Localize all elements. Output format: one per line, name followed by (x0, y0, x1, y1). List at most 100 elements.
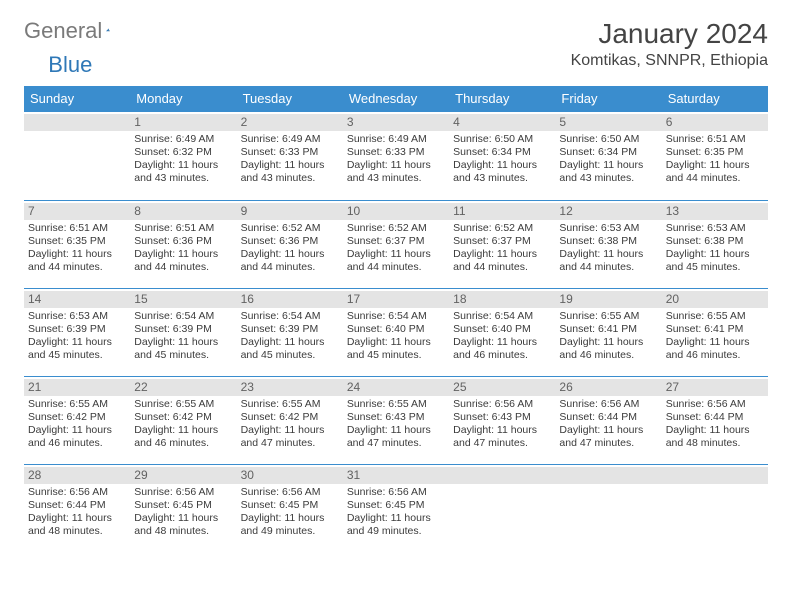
sunset-text: Sunset: 6:38 PM (559, 235, 657, 248)
dayname-thursday: Thursday (449, 86, 555, 112)
calendar-cell: 14Sunrise: 6:53 AMSunset: 6:39 PMDayligh… (24, 288, 130, 376)
calendar-cell: 29Sunrise: 6:56 AMSunset: 6:45 PMDayligh… (130, 464, 236, 552)
daylight-text: Daylight: 11 hours and 48 minutes. (666, 424, 764, 450)
day-number: 25 (449, 379, 555, 396)
sunset-text: Sunset: 6:34 PM (559, 146, 657, 159)
day-number: 15 (130, 291, 236, 308)
daylight-text: Daylight: 11 hours and 47 minutes. (559, 424, 657, 450)
location-text: Komtikas, SNNPR, Ethiopia (571, 52, 768, 70)
day-number: 8 (130, 203, 236, 220)
sunset-text: Sunset: 6:37 PM (453, 235, 551, 248)
sunrise-text: Sunrise: 6:49 AM (134, 133, 232, 146)
daylight-text: Daylight: 11 hours and 43 minutes. (559, 159, 657, 185)
day-number: 12 (555, 203, 661, 220)
calendar-cell: 8Sunrise: 6:51 AMSunset: 6:36 PMDaylight… (130, 200, 236, 288)
day-number: 16 (237, 291, 343, 308)
dayname-friday: Friday (555, 86, 661, 112)
calendar-cell: 23Sunrise: 6:55 AMSunset: 6:42 PMDayligh… (237, 376, 343, 464)
day-number: 11 (449, 203, 555, 220)
week-row: 14Sunrise: 6:53 AMSunset: 6:39 PMDayligh… (24, 288, 768, 376)
sunrise-text: Sunrise: 6:55 AM (134, 398, 232, 411)
daylight-text: Daylight: 11 hours and 47 minutes. (347, 424, 445, 450)
calendar-cell: 24Sunrise: 6:55 AMSunset: 6:43 PMDayligh… (343, 376, 449, 464)
calendar-cell: 31Sunrise: 6:56 AMSunset: 6:45 PMDayligh… (343, 464, 449, 552)
sunset-text: Sunset: 6:43 PM (347, 411, 445, 424)
sunrise-text: Sunrise: 6:55 AM (28, 398, 126, 411)
sunrise-text: Sunrise: 6:49 AM (241, 133, 339, 146)
logo: General (24, 18, 130, 44)
daylight-text: Daylight: 11 hours and 43 minutes. (453, 159, 551, 185)
calendar-cell: 17Sunrise: 6:54 AMSunset: 6:40 PMDayligh… (343, 288, 449, 376)
daylight-text: Daylight: 11 hours and 48 minutes. (28, 512, 126, 538)
day-number: 31 (343, 467, 449, 484)
day-number: 20 (662, 291, 768, 308)
sunrise-text: Sunrise: 6:52 AM (347, 222, 445, 235)
week-row: 1Sunrise: 6:49 AMSunset: 6:32 PMDaylight… (24, 112, 768, 200)
daylight-text: Daylight: 11 hours and 44 minutes. (241, 248, 339, 274)
daylight-text: Daylight: 11 hours and 47 minutes. (453, 424, 551, 450)
day-number: 30 (237, 467, 343, 484)
logo-triangle-icon (106, 21, 110, 39)
day-number: 23 (237, 379, 343, 396)
daylight-text: Daylight: 11 hours and 49 minutes. (241, 512, 339, 538)
day-number: 7 (24, 203, 130, 220)
sunset-text: Sunset: 6:40 PM (347, 323, 445, 336)
calendar-cell: 7Sunrise: 6:51 AMSunset: 6:35 PMDaylight… (24, 200, 130, 288)
day-number: 27 (662, 379, 768, 396)
sunset-text: Sunset: 6:33 PM (347, 146, 445, 159)
day-number: 10 (343, 203, 449, 220)
sunrise-text: Sunrise: 6:53 AM (666, 222, 764, 235)
calendar-cell (555, 464, 661, 552)
daylight-text: Daylight: 11 hours and 48 minutes. (134, 512, 232, 538)
sunset-text: Sunset: 6:45 PM (134, 499, 232, 512)
daylight-text: Daylight: 11 hours and 44 minutes. (666, 159, 764, 185)
sunrise-text: Sunrise: 6:52 AM (241, 222, 339, 235)
day-number: 13 (662, 203, 768, 220)
calendar-cell: 26Sunrise: 6:56 AMSunset: 6:44 PMDayligh… (555, 376, 661, 464)
sunset-text: Sunset: 6:39 PM (241, 323, 339, 336)
calendar-cell: 6Sunrise: 6:51 AMSunset: 6:35 PMDaylight… (662, 112, 768, 200)
sunrise-text: Sunrise: 6:56 AM (666, 398, 764, 411)
sunrise-text: Sunrise: 6:55 AM (666, 310, 764, 323)
day-number: 1 (130, 114, 236, 131)
sunrise-text: Sunrise: 6:51 AM (134, 222, 232, 235)
calendar-cell (449, 464, 555, 552)
calendar: SundayMondayTuesdayWednesdayThursdayFrid… (24, 86, 768, 552)
calendar-cell: 21Sunrise: 6:55 AMSunset: 6:42 PMDayligh… (24, 376, 130, 464)
day-number (662, 467, 768, 484)
day-number: 21 (24, 379, 130, 396)
day-number (555, 467, 661, 484)
daylight-text: Daylight: 11 hours and 43 minutes. (347, 159, 445, 185)
dayname-wednesday: Wednesday (343, 86, 449, 112)
calendar-cell: 1Sunrise: 6:49 AMSunset: 6:32 PMDaylight… (130, 112, 236, 200)
sunset-text: Sunset: 6:42 PM (134, 411, 232, 424)
calendar-cell: 2Sunrise: 6:49 AMSunset: 6:33 PMDaylight… (237, 112, 343, 200)
sunset-text: Sunset: 6:33 PM (241, 146, 339, 159)
calendar-cell: 11Sunrise: 6:52 AMSunset: 6:37 PMDayligh… (449, 200, 555, 288)
calendar-cell: 22Sunrise: 6:55 AMSunset: 6:42 PMDayligh… (130, 376, 236, 464)
sunset-text: Sunset: 6:45 PM (347, 499, 445, 512)
sunrise-text: Sunrise: 6:50 AM (559, 133, 657, 146)
week-row: 28Sunrise: 6:56 AMSunset: 6:44 PMDayligh… (24, 464, 768, 552)
daylight-text: Daylight: 11 hours and 44 minutes. (559, 248, 657, 274)
sunset-text: Sunset: 6:43 PM (453, 411, 551, 424)
calendar-cell: 15Sunrise: 6:54 AMSunset: 6:39 PMDayligh… (130, 288, 236, 376)
calendar-cell (662, 464, 768, 552)
sunrise-text: Sunrise: 6:55 AM (347, 398, 445, 411)
sunrise-text: Sunrise: 6:53 AM (559, 222, 657, 235)
daylight-text: Daylight: 11 hours and 46 minutes. (666, 336, 764, 362)
sunrise-text: Sunrise: 6:56 AM (559, 398, 657, 411)
dayname-saturday: Saturday (662, 86, 768, 112)
sunrise-text: Sunrise: 6:56 AM (134, 486, 232, 499)
daylight-text: Daylight: 11 hours and 46 minutes. (134, 424, 232, 450)
daylight-text: Daylight: 11 hours and 45 minutes. (666, 248, 764, 274)
sunrise-text: Sunrise: 6:49 AM (347, 133, 445, 146)
day-number: 6 (662, 114, 768, 131)
daylight-text: Daylight: 11 hours and 46 minutes. (453, 336, 551, 362)
sunset-text: Sunset: 6:41 PM (666, 323, 764, 336)
daylight-text: Daylight: 11 hours and 44 minutes. (347, 248, 445, 274)
day-number: 3 (343, 114, 449, 131)
calendar-cell (24, 112, 130, 200)
sunrise-text: Sunrise: 6:54 AM (241, 310, 339, 323)
sunrise-text: Sunrise: 6:50 AM (453, 133, 551, 146)
